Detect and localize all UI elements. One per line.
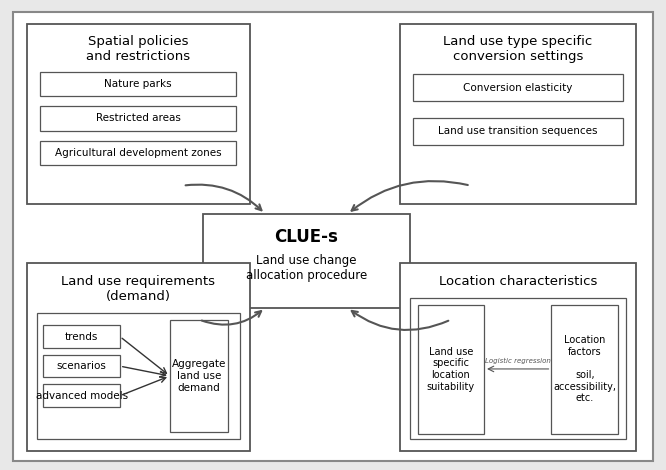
Bar (27, 263, 250, 451)
Text: Land use change
allocation procedure: Land use change allocation procedure (246, 254, 367, 282)
Text: Spatial policies
and restrictions: Spatial policies and restrictions (86, 35, 190, 63)
Text: trends: trends (65, 331, 99, 342)
Bar (413, 74, 623, 101)
Text: Land use transition sequences: Land use transition sequences (438, 126, 597, 136)
Bar (40, 72, 236, 96)
Bar (203, 214, 410, 308)
Bar (40, 106, 236, 131)
Bar (551, 305, 618, 434)
Text: CLUE-s: CLUE-s (274, 228, 338, 246)
Text: Location characteristics: Location characteristics (439, 275, 597, 288)
Text: Nature parks: Nature parks (105, 79, 172, 89)
Text: Conversion elasticity: Conversion elasticity (463, 83, 573, 93)
Text: Restricted areas: Restricted areas (96, 113, 180, 124)
Text: Aggregate
land use
demand: Aggregate land use demand (172, 360, 226, 392)
Bar (27, 24, 250, 204)
Text: scenarios: scenarios (57, 361, 107, 371)
Text: Land use
specific
location
suitability: Land use specific location suitability (427, 347, 475, 392)
Text: Location
factors

soil,
accessibility,
etc.: Location factors soil, accessibility, et… (553, 335, 616, 403)
Bar (43, 384, 120, 407)
Bar (43, 355, 120, 377)
Bar (400, 24, 636, 204)
Bar (43, 325, 120, 348)
Bar (410, 298, 626, 439)
Bar (40, 141, 236, 165)
Bar (400, 263, 636, 451)
Bar (37, 313, 240, 439)
Text: Logistic regression: Logistic regression (485, 358, 551, 363)
Text: Land use type specific
conversion settings: Land use type specific conversion settin… (443, 35, 593, 63)
Text: Land use requirements
(demand): Land use requirements (demand) (61, 275, 215, 303)
Bar (413, 118, 623, 145)
Text: Agricultural development zones: Agricultural development zones (55, 148, 222, 158)
Bar (170, 320, 228, 432)
Bar (418, 305, 484, 434)
Text: advanced models: advanced models (35, 391, 128, 401)
